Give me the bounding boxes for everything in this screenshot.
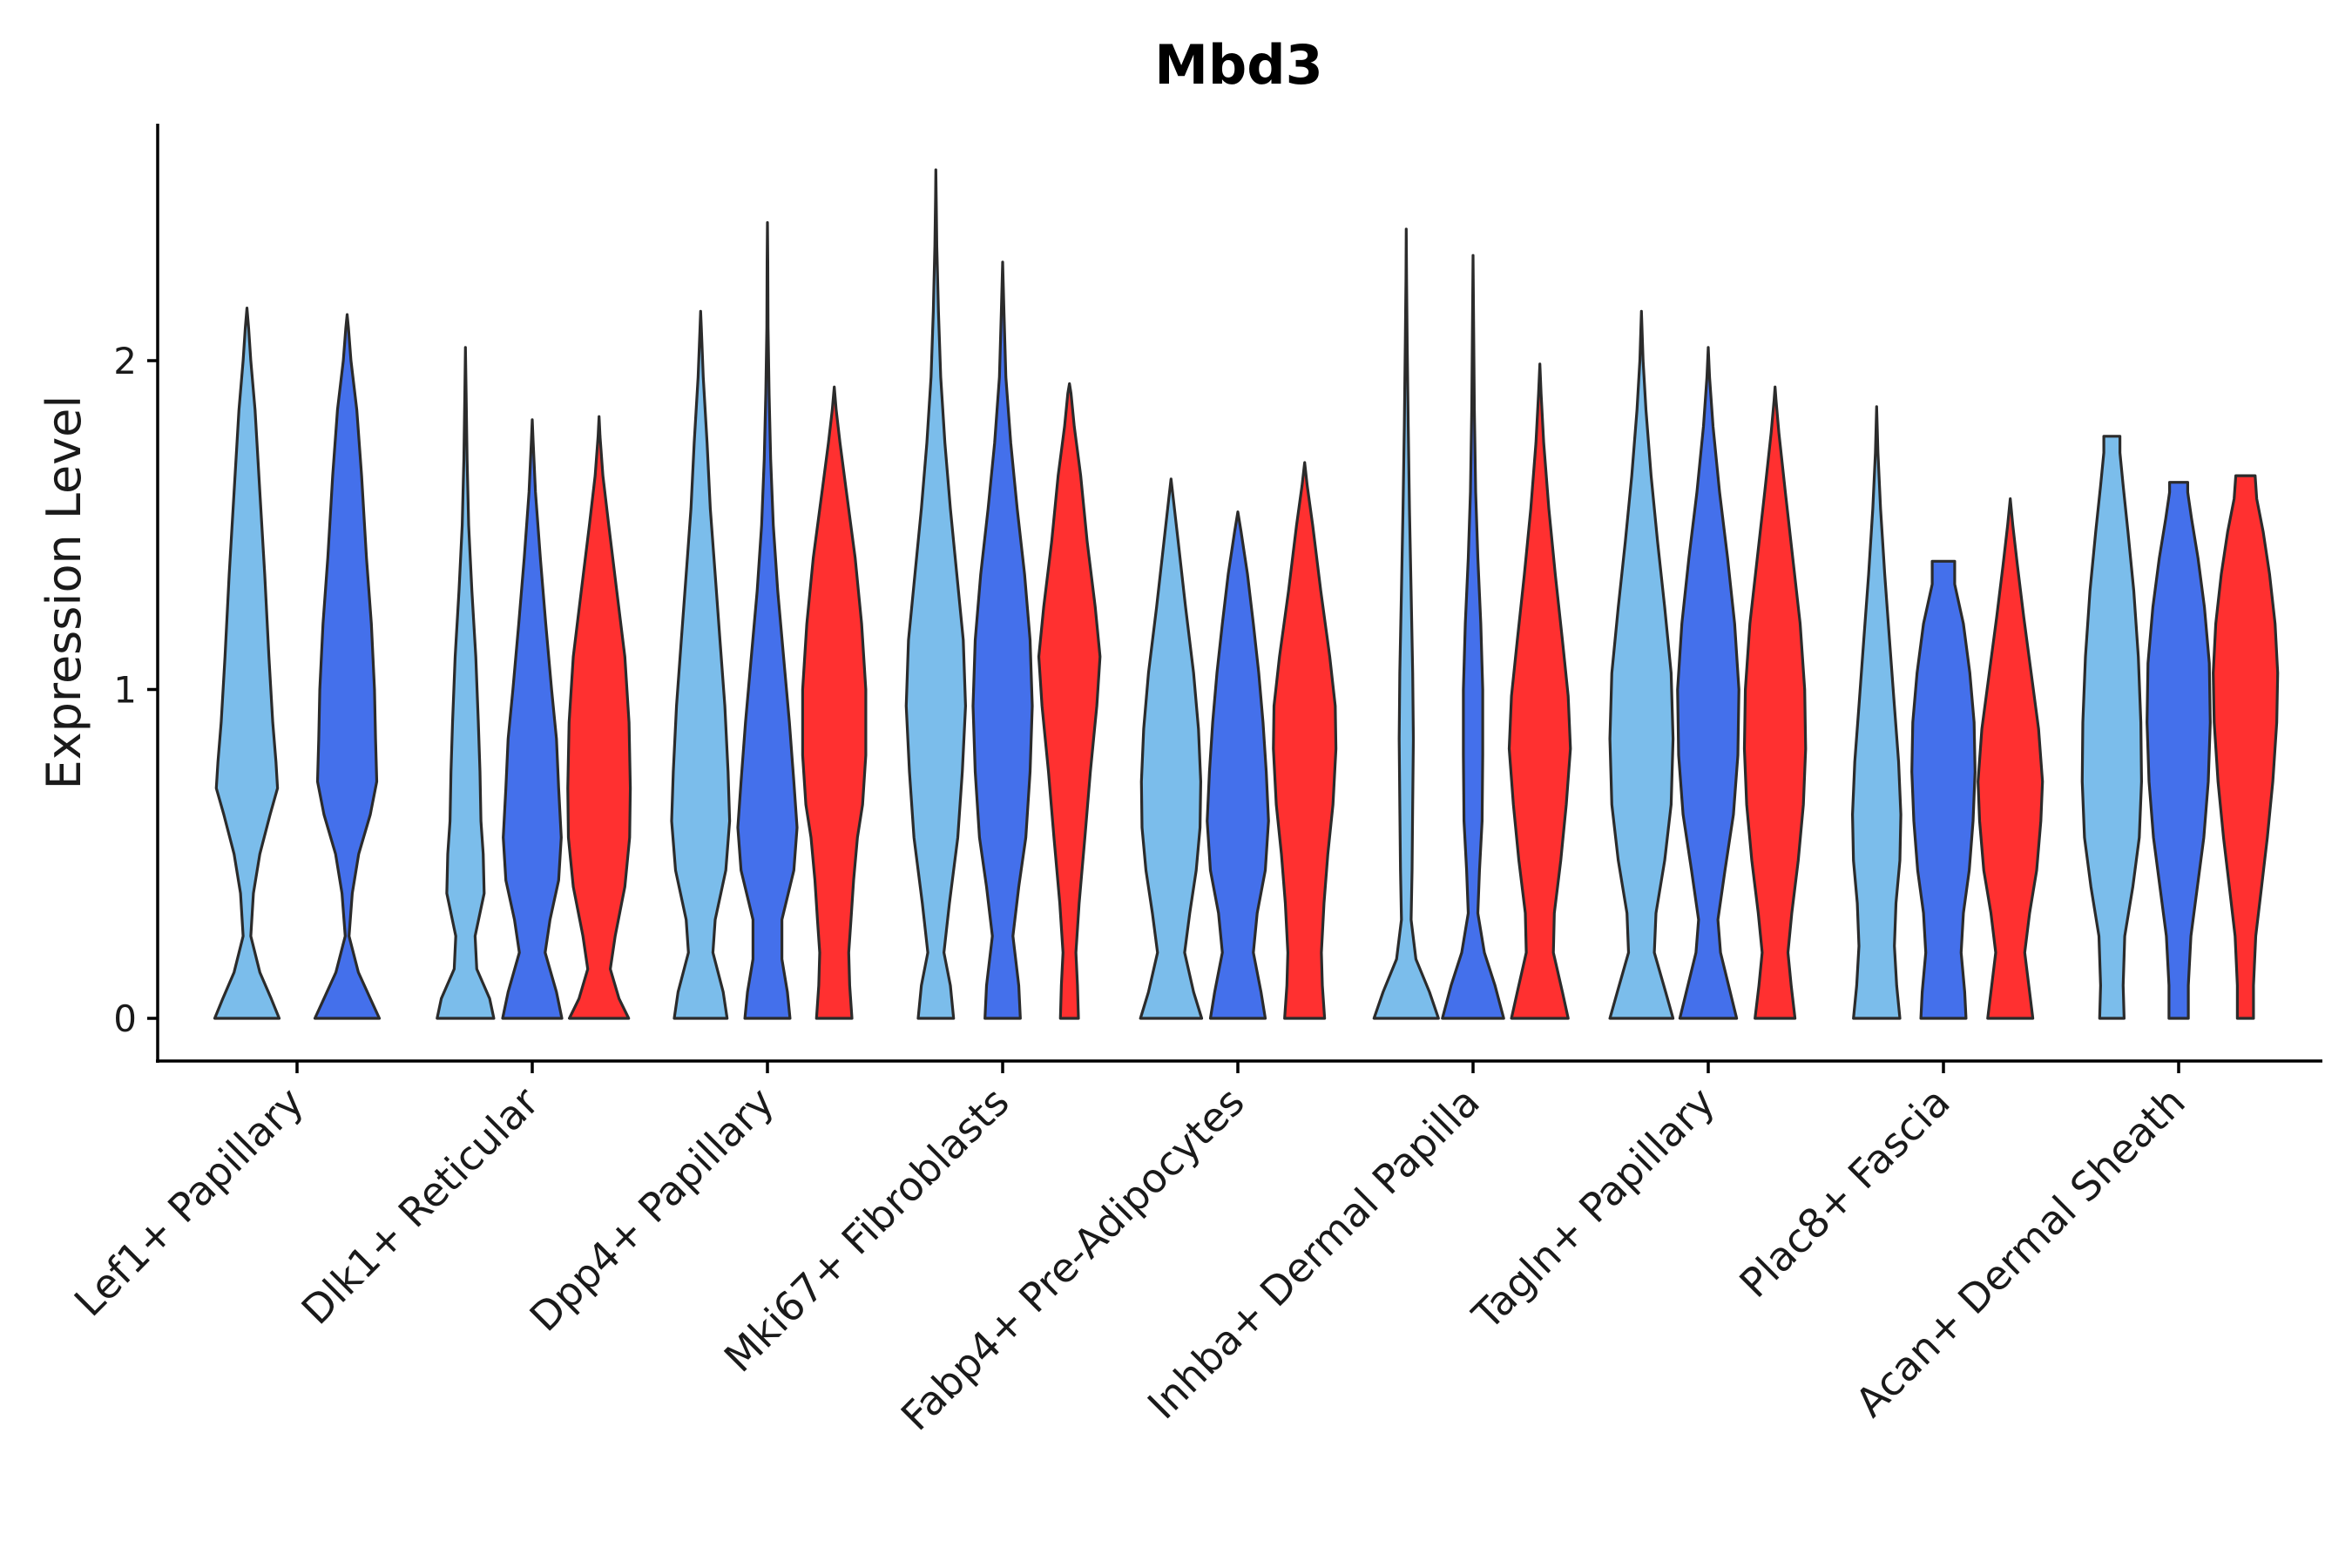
violin-plac8-fascia-series-1 <box>1851 405 1903 1020</box>
violin-plac8-fascia-series-2 <box>1910 559 1977 1020</box>
violin-lef1-papillary-series-2 <box>313 313 382 1020</box>
violin-dlk1-reticular-series-1 <box>436 346 496 1020</box>
violin-mki67-fibroblasts-series-2 <box>971 260 1034 1020</box>
y-axis-label: Expression Level <box>37 395 91 790</box>
y-axis-ticks: 0 1 2 <box>113 340 158 1040</box>
violin-inhba-dermal-papilla-series-3 <box>1507 362 1572 1020</box>
violin-group-acan-dermal-sheath <box>2080 435 2280 1020</box>
x-tick-label-tagln-papillary: Tagln+ Papillary <box>1463 1078 1724 1340</box>
violin-acan-dermal-sheath-series-3 <box>2212 474 2280 1020</box>
violin-mki67-fibroblasts-series-1 <box>904 168 967 1020</box>
violin-group-plac8-fascia <box>1851 405 2044 1020</box>
violin-lef1-papillary-series-1 <box>213 307 281 1020</box>
violin-dlk1-reticular-series-3 <box>566 415 632 1020</box>
violin-dpp4-papillary-series-2 <box>736 220 799 1020</box>
y-tick-label-1: 1 <box>113 669 137 712</box>
violin-inhba-dermal-papilla-series-2 <box>1441 253 1505 1020</box>
y-tick-label-0: 0 <box>113 997 137 1040</box>
x-tick-label-plac8-fascia: Plac8+ Fascia <box>1730 1078 1958 1307</box>
violin-dpp4-papillary-series-3 <box>801 385 868 1020</box>
violin-mki67-fibroblasts-series-3 <box>1037 382 1102 1020</box>
chart-title: Mbd3 <box>1154 33 1323 97</box>
violin-tagln-papillary-series-3 <box>1742 385 1808 1020</box>
violin-layer <box>213 168 2280 1020</box>
violin-group-tagln-papillary <box>1608 309 1808 1020</box>
violin-plac8-fascia-series-3 <box>1977 497 2044 1020</box>
violin-group-inhba-dermal-papilla <box>1372 227 1572 1020</box>
violin-acan-dermal-sheath-series-2 <box>2146 481 2212 1020</box>
violin-fabp4-pre-adipocytes-series-3 <box>1272 461 1338 1020</box>
violin-group-fabp4-pre-adipocytes <box>1139 461 1338 1020</box>
violin-group-dpp4-papillary <box>670 220 868 1020</box>
x-tick-label-dlk1-reticular: Dlk1+ Reticular <box>293 1078 548 1334</box>
violin-dpp4-papillary-series-1 <box>670 309 732 1020</box>
violin-fabp4-pre-adipocytes-series-1 <box>1139 477 1204 1020</box>
x-tick-label-lef1-papillary: Lef1+ Papillary <box>65 1078 313 1326</box>
violin-tagln-papillary-series-2 <box>1676 346 1740 1020</box>
violin-tagln-papillary-series-1 <box>1608 309 1675 1020</box>
violin-dlk1-reticular-series-2 <box>501 418 564 1020</box>
violin-fabp4-pre-adipocytes-series-2 <box>1206 510 1270 1020</box>
violin-inhba-dermal-papilla-series-1 <box>1372 227 1440 1020</box>
y-tick-label-2: 2 <box>113 340 137 382</box>
x-tick-label-dpp4-papillary: Dpp4+ Papillary <box>521 1078 783 1341</box>
violin-group-lef1-papillary <box>213 307 382 1020</box>
violin-group-dlk1-reticular <box>436 346 632 1020</box>
violin-group-mki67-fibroblasts <box>904 168 1102 1020</box>
violin-acan-dermal-sheath-series-1 <box>2080 435 2143 1020</box>
